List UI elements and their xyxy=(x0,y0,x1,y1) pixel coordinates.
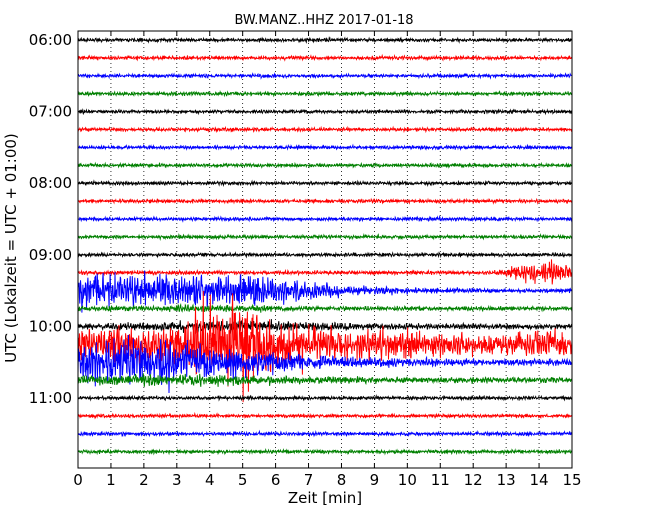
trace-0715 xyxy=(77,125,573,134)
x-tick-label-14: 14 xyxy=(530,471,549,489)
trace-0615 xyxy=(77,53,573,62)
trace-1045 xyxy=(77,373,573,387)
plot-frame xyxy=(77,30,573,469)
trace-1000 xyxy=(77,319,573,334)
x-tick-label-3: 3 xyxy=(172,471,182,489)
trace-layer xyxy=(77,35,573,456)
trace-1145 xyxy=(77,447,573,456)
trace-0800 xyxy=(77,179,573,188)
trace-1115 xyxy=(77,411,573,420)
trace-0645 xyxy=(77,89,573,98)
y-tick-label-4: 10:00 xyxy=(29,317,72,335)
y-axis: 06:00 07:00 08:00 09:00 10:00 11:00 xyxy=(29,31,572,407)
trace-1030 xyxy=(77,334,573,394)
trace-0600 xyxy=(77,35,573,44)
chart-title: BW.MANZ..HHZ 2017-01-18 xyxy=(234,13,413,28)
trace-0700 xyxy=(77,107,573,116)
x-tick-label-9: 9 xyxy=(370,471,380,489)
x-tick-label-0: 0 xyxy=(73,471,83,489)
y-axis-label: UTC (Lokalzeit = UTC + 01:00) xyxy=(2,133,20,363)
x-tick-label-8: 8 xyxy=(337,471,347,489)
x-tick-label-7: 7 xyxy=(304,471,314,489)
y-tick-label-3: 09:00 xyxy=(29,246,72,264)
x-axis: 0 1 2 3 4 5 6 7 8 9 10 11 12 13 14 15 xyxy=(73,31,582,489)
y-tick-label-2: 08:00 xyxy=(29,174,72,192)
trace-0815 xyxy=(77,197,573,205)
trace-0945 xyxy=(77,302,573,313)
y-tick-label-0: 06:00 xyxy=(29,31,72,49)
x-tick-label-2: 2 xyxy=(139,471,149,489)
y-tick-label-1: 07:00 xyxy=(29,103,72,121)
trace-0730 xyxy=(77,143,573,151)
trace-0900 xyxy=(77,251,573,259)
x-tick-label-5: 5 xyxy=(238,471,248,489)
x-tick-label-11: 11 xyxy=(431,471,450,489)
x-tick-label-15: 15 xyxy=(562,471,581,489)
x-tick-label-1: 1 xyxy=(106,471,116,489)
trace-0930 xyxy=(77,270,573,313)
y-tick-label-5: 11:00 xyxy=(29,389,72,407)
x-axis-label: Zeit [min] xyxy=(288,489,362,507)
trace-0630 xyxy=(77,72,573,80)
x-tick-label-10: 10 xyxy=(398,471,417,489)
trace-1100 xyxy=(77,394,573,402)
trace-0915 xyxy=(77,259,573,285)
trace-0830 xyxy=(77,215,573,223)
x-tick-label-4: 4 xyxy=(205,471,215,489)
x-tick-label-6: 6 xyxy=(271,471,281,489)
trace-0745 xyxy=(77,161,573,169)
x-tick-label-13: 13 xyxy=(497,471,516,489)
trace-1130 xyxy=(77,429,573,438)
x-tick-label-12: 12 xyxy=(464,471,483,489)
trace-0845 xyxy=(77,232,573,241)
